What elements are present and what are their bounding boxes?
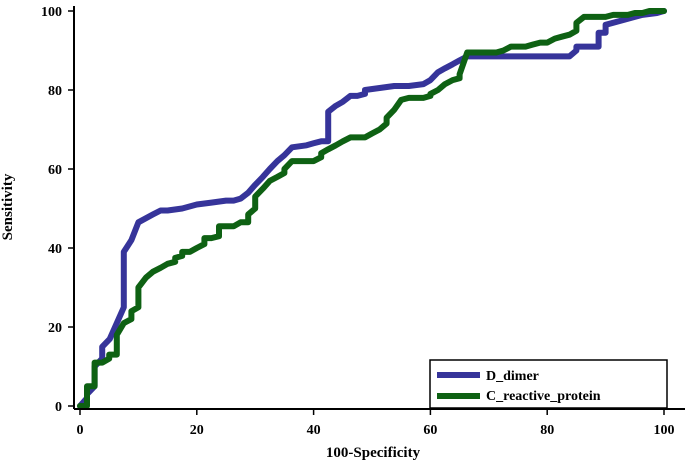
x-axis-ticks: 0 20 40 60 80 100 (77, 409, 675, 438)
y-tick-label: 0 (55, 400, 62, 415)
x-axis-title: 100-Specificity (326, 445, 421, 461)
x-tick-label: 80 (540, 423, 554, 438)
legend-box (429, 359, 668, 409)
series-line-c-reactive-protein (77, 8, 667, 409)
x-tick-label: 20 (190, 423, 204, 438)
y-tick-label: 80 (48, 84, 62, 99)
y-tick-label: 20 (48, 321, 62, 336)
y-axis-title: Sensitivity (0, 173, 16, 240)
legend: D_dimer C_reactive_protein (429, 359, 668, 409)
x-tick-label: 60 (423, 423, 437, 438)
legend-label-d-dimer: D_dimer (486, 369, 539, 384)
y-tick-label: 40 (48, 242, 62, 257)
x-tick-label: 100 (654, 423, 675, 438)
series-line-d-dimer (77, 8, 667, 409)
legend-label-crp: C_reactive_protein (486, 389, 601, 404)
y-tick-label: 60 (48, 163, 62, 178)
y-axis-ticks: 0 20 40 60 80 100 (41, 5, 74, 415)
x-tick-label: 40 (307, 423, 321, 438)
x-tick-label: 0 (77, 423, 84, 438)
y-tick-label: 100 (41, 5, 62, 20)
series-lines (77, 8, 667, 409)
